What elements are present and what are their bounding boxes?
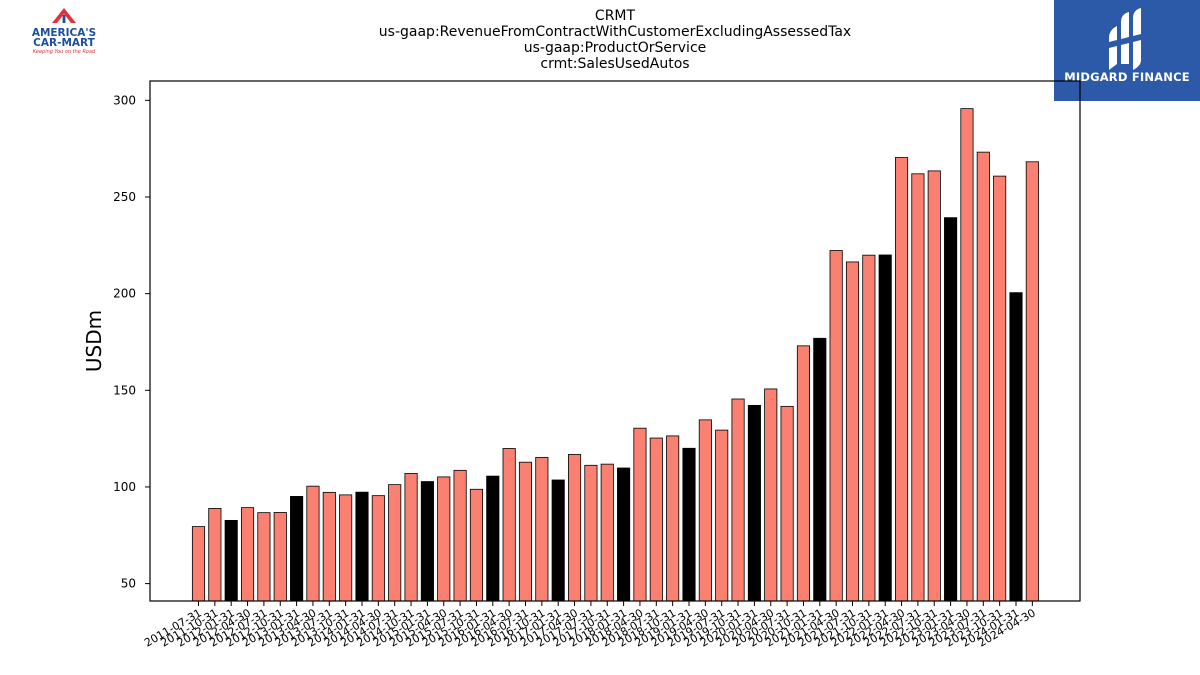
bar: [1009, 292, 1023, 602]
bar: [862, 254, 876, 602]
midgard-finance-name: MIDGARD FINANCE: [1064, 70, 1190, 84]
bar: [257, 512, 271, 602]
bar: [224, 519, 238, 602]
y-tick-label: 200: [113, 287, 136, 301]
bar: [780, 405, 794, 602]
bar: [502, 448, 516, 602]
y-tick-label: 300: [113, 93, 136, 107]
bar: [944, 217, 958, 602]
logo-line2: CAR-MART: [33, 37, 95, 49]
chart-title-line: us-gaap:RevenueFromContractWithCustomerE…: [379, 24, 851, 40]
bar: [617, 467, 631, 602]
bar: [1025, 161, 1039, 602]
midgard-emblem-icon: [1109, 8, 1141, 70]
bar: [927, 170, 941, 602]
bar: [437, 476, 451, 602]
y-axis: 50 100 150 200 250 300: [113, 93, 150, 591]
bar: [895, 157, 909, 602]
bar: [486, 475, 500, 602]
bar: [976, 151, 990, 602]
bar: [518, 461, 533, 602]
bar: [600, 463, 614, 602]
bar: [306, 485, 320, 602]
bar: [584, 464, 598, 602]
bar: [453, 469, 467, 602]
bar: [551, 479, 565, 602]
bar: [404, 473, 418, 602]
bar: [339, 494, 353, 602]
y-tick-label: 250: [113, 190, 136, 204]
bar: [764, 388, 778, 602]
bar: [322, 491, 336, 602]
bar: [682, 447, 696, 602]
bar: [273, 512, 287, 602]
bar: [715, 429, 729, 602]
bar: [290, 496, 304, 602]
bar: [469, 488, 483, 602]
logo-line1: AMERICA'S: [31, 27, 97, 39]
bar: [829, 250, 843, 602]
bar: [960, 108, 974, 602]
bars: [191, 108, 1039, 602]
bar: [355, 491, 369, 602]
bar: [240, 507, 255, 602]
chart-title-line: us-gaap:ProductOrService: [524, 40, 707, 56]
logo-tagline: Keeping You on the Road: [32, 49, 96, 55]
bar: [371, 495, 385, 602]
bar: [388, 484, 402, 602]
bar: [535, 456, 549, 602]
y-tick-label: 50: [121, 577, 136, 591]
bar: [633, 427, 647, 602]
plot-frame: [149, 80, 1081, 602]
car-mart-emblem-icon: [52, 8, 76, 23]
y-tick-label: 100: [113, 480, 136, 494]
bar: [796, 345, 810, 602]
bar: [568, 454, 582, 602]
bar: [698, 419, 712, 602]
bar: [666, 435, 680, 602]
bar: [191, 526, 206, 602]
bar: [911, 173, 925, 602]
bar: [731, 398, 745, 602]
midgard-finance-logo: MIDGARD FINANCE: [1054, 0, 1200, 101]
bar: [878, 254, 892, 602]
bar: [649, 437, 663, 602]
bar: [845, 261, 860, 602]
bar: [208, 508, 222, 602]
bar: [747, 404, 761, 602]
chart-title: CRMTus-gaap:RevenueFromContractWithCusto…: [379, 8, 851, 72]
bar: [813, 337, 827, 602]
chart-title-line: crmt:SalesUsedAutos: [540, 56, 689, 72]
y-tick-label: 150: [113, 383, 136, 397]
bar: [420, 481, 434, 602]
y-axis-label: USDm: [82, 310, 106, 372]
x-axis: 2011-07-312011-10-312012-01-312012-04-30…: [142, 601, 1038, 650]
bar: [993, 175, 1007, 602]
americas-car-mart-logo: AMERICA'S CAR-MART Keeping You on the Ro…: [24, 6, 104, 58]
chart-title-line: CRMT: [595, 8, 636, 24]
